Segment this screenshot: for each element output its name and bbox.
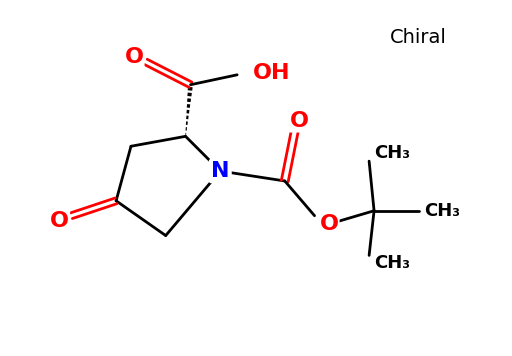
Text: O: O — [124, 47, 143, 67]
Text: O: O — [50, 211, 69, 231]
Text: N: N — [211, 161, 229, 181]
Text: O: O — [290, 111, 309, 131]
Text: CH₃: CH₃ — [374, 144, 410, 162]
Text: CH₃: CH₃ — [374, 254, 410, 272]
Text: OH: OH — [253, 63, 290, 83]
Text: O: O — [319, 214, 338, 234]
Text: CH₃: CH₃ — [424, 202, 460, 220]
Text: Chiral: Chiral — [390, 28, 447, 47]
